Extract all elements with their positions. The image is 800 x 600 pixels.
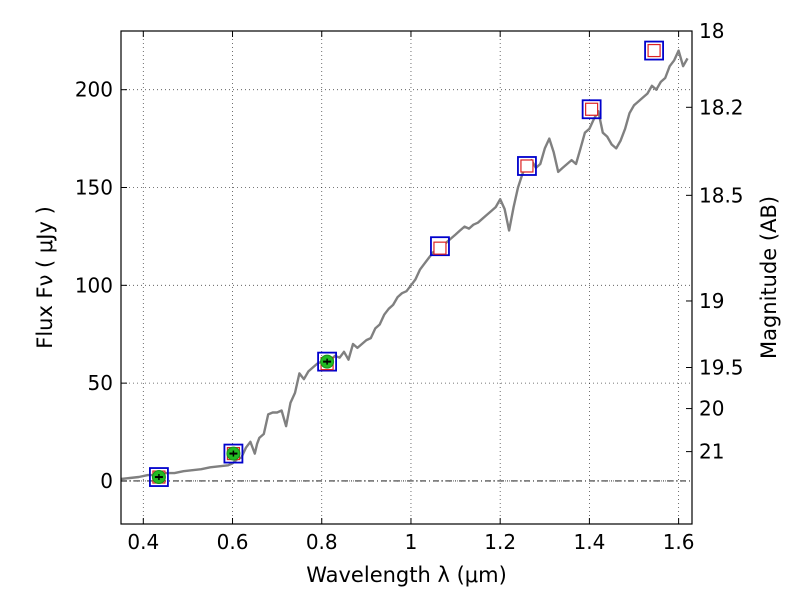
plot-frame	[120, 30, 693, 525]
y-tick-label: 50	[88, 371, 113, 395]
right-tick-label: 18.2	[699, 95, 744, 119]
y-axis-ticks: 0 50 100 150 200	[75, 78, 127, 493]
model-photometry-marker	[585, 102, 599, 116]
x-tick-label: 0.6	[217, 530, 249, 554]
spectrum-line	[120, 49, 689, 481]
x-tick-label: 0.4	[127, 530, 159, 554]
x-tick-label: 1	[405, 530, 418, 554]
band-frame-marker	[223, 443, 244, 464]
band-frame-marker	[317, 351, 337, 372]
photometry-markers	[149, 40, 664, 487]
right-tick-label: 19.5	[699, 355, 744, 379]
right-tick-label: 18	[699, 19, 724, 43]
x-axis-label: Wavelength λ (μm)	[306, 563, 507, 587]
x-tick-label: 0.8	[306, 530, 338, 554]
right-tick-label: 21	[699, 440, 724, 464]
y-axis-label: Flux Fν ( μJy )	[33, 206, 57, 349]
right-tick-label: 18.5	[699, 183, 744, 207]
band-frame-marker	[644, 40, 664, 61]
x-tick-label: 1.2	[484, 530, 516, 554]
y-tick-label: 150	[75, 176, 113, 200]
y-tick-label: 200	[75, 78, 113, 102]
model-photometry-marker	[520, 159, 534, 173]
x-tick-label: 1.4	[573, 530, 605, 554]
y-tick-label: 0	[100, 469, 113, 493]
grid-lines	[121, 31, 692, 524]
right-tick-label: 19	[699, 289, 724, 313]
model-photometry-marker	[647, 43, 661, 58]
right-tick-label: 20	[699, 397, 724, 421]
right-axis-ticks: 18 18.2 18.5 19 19.5 20 21	[686, 19, 744, 464]
band-frame-marker	[517, 156, 537, 176]
right-axis-label: Magnitude (AB)	[757, 196, 781, 359]
x-axis-ticks: 0.4 0.6 0.8 1 1.2 1.4 1.6	[127, 31, 695, 554]
band-frame-marker	[430, 236, 450, 257]
band-frame-marker	[581, 99, 602, 120]
y-tick-label: 100	[75, 273, 113, 297]
spectrum-layer	[120, 49, 689, 481]
x-tick-label: 1.6	[663, 530, 695, 554]
band-frame-marker	[149, 467, 169, 487]
model-photometry-marker	[433, 241, 447, 255]
